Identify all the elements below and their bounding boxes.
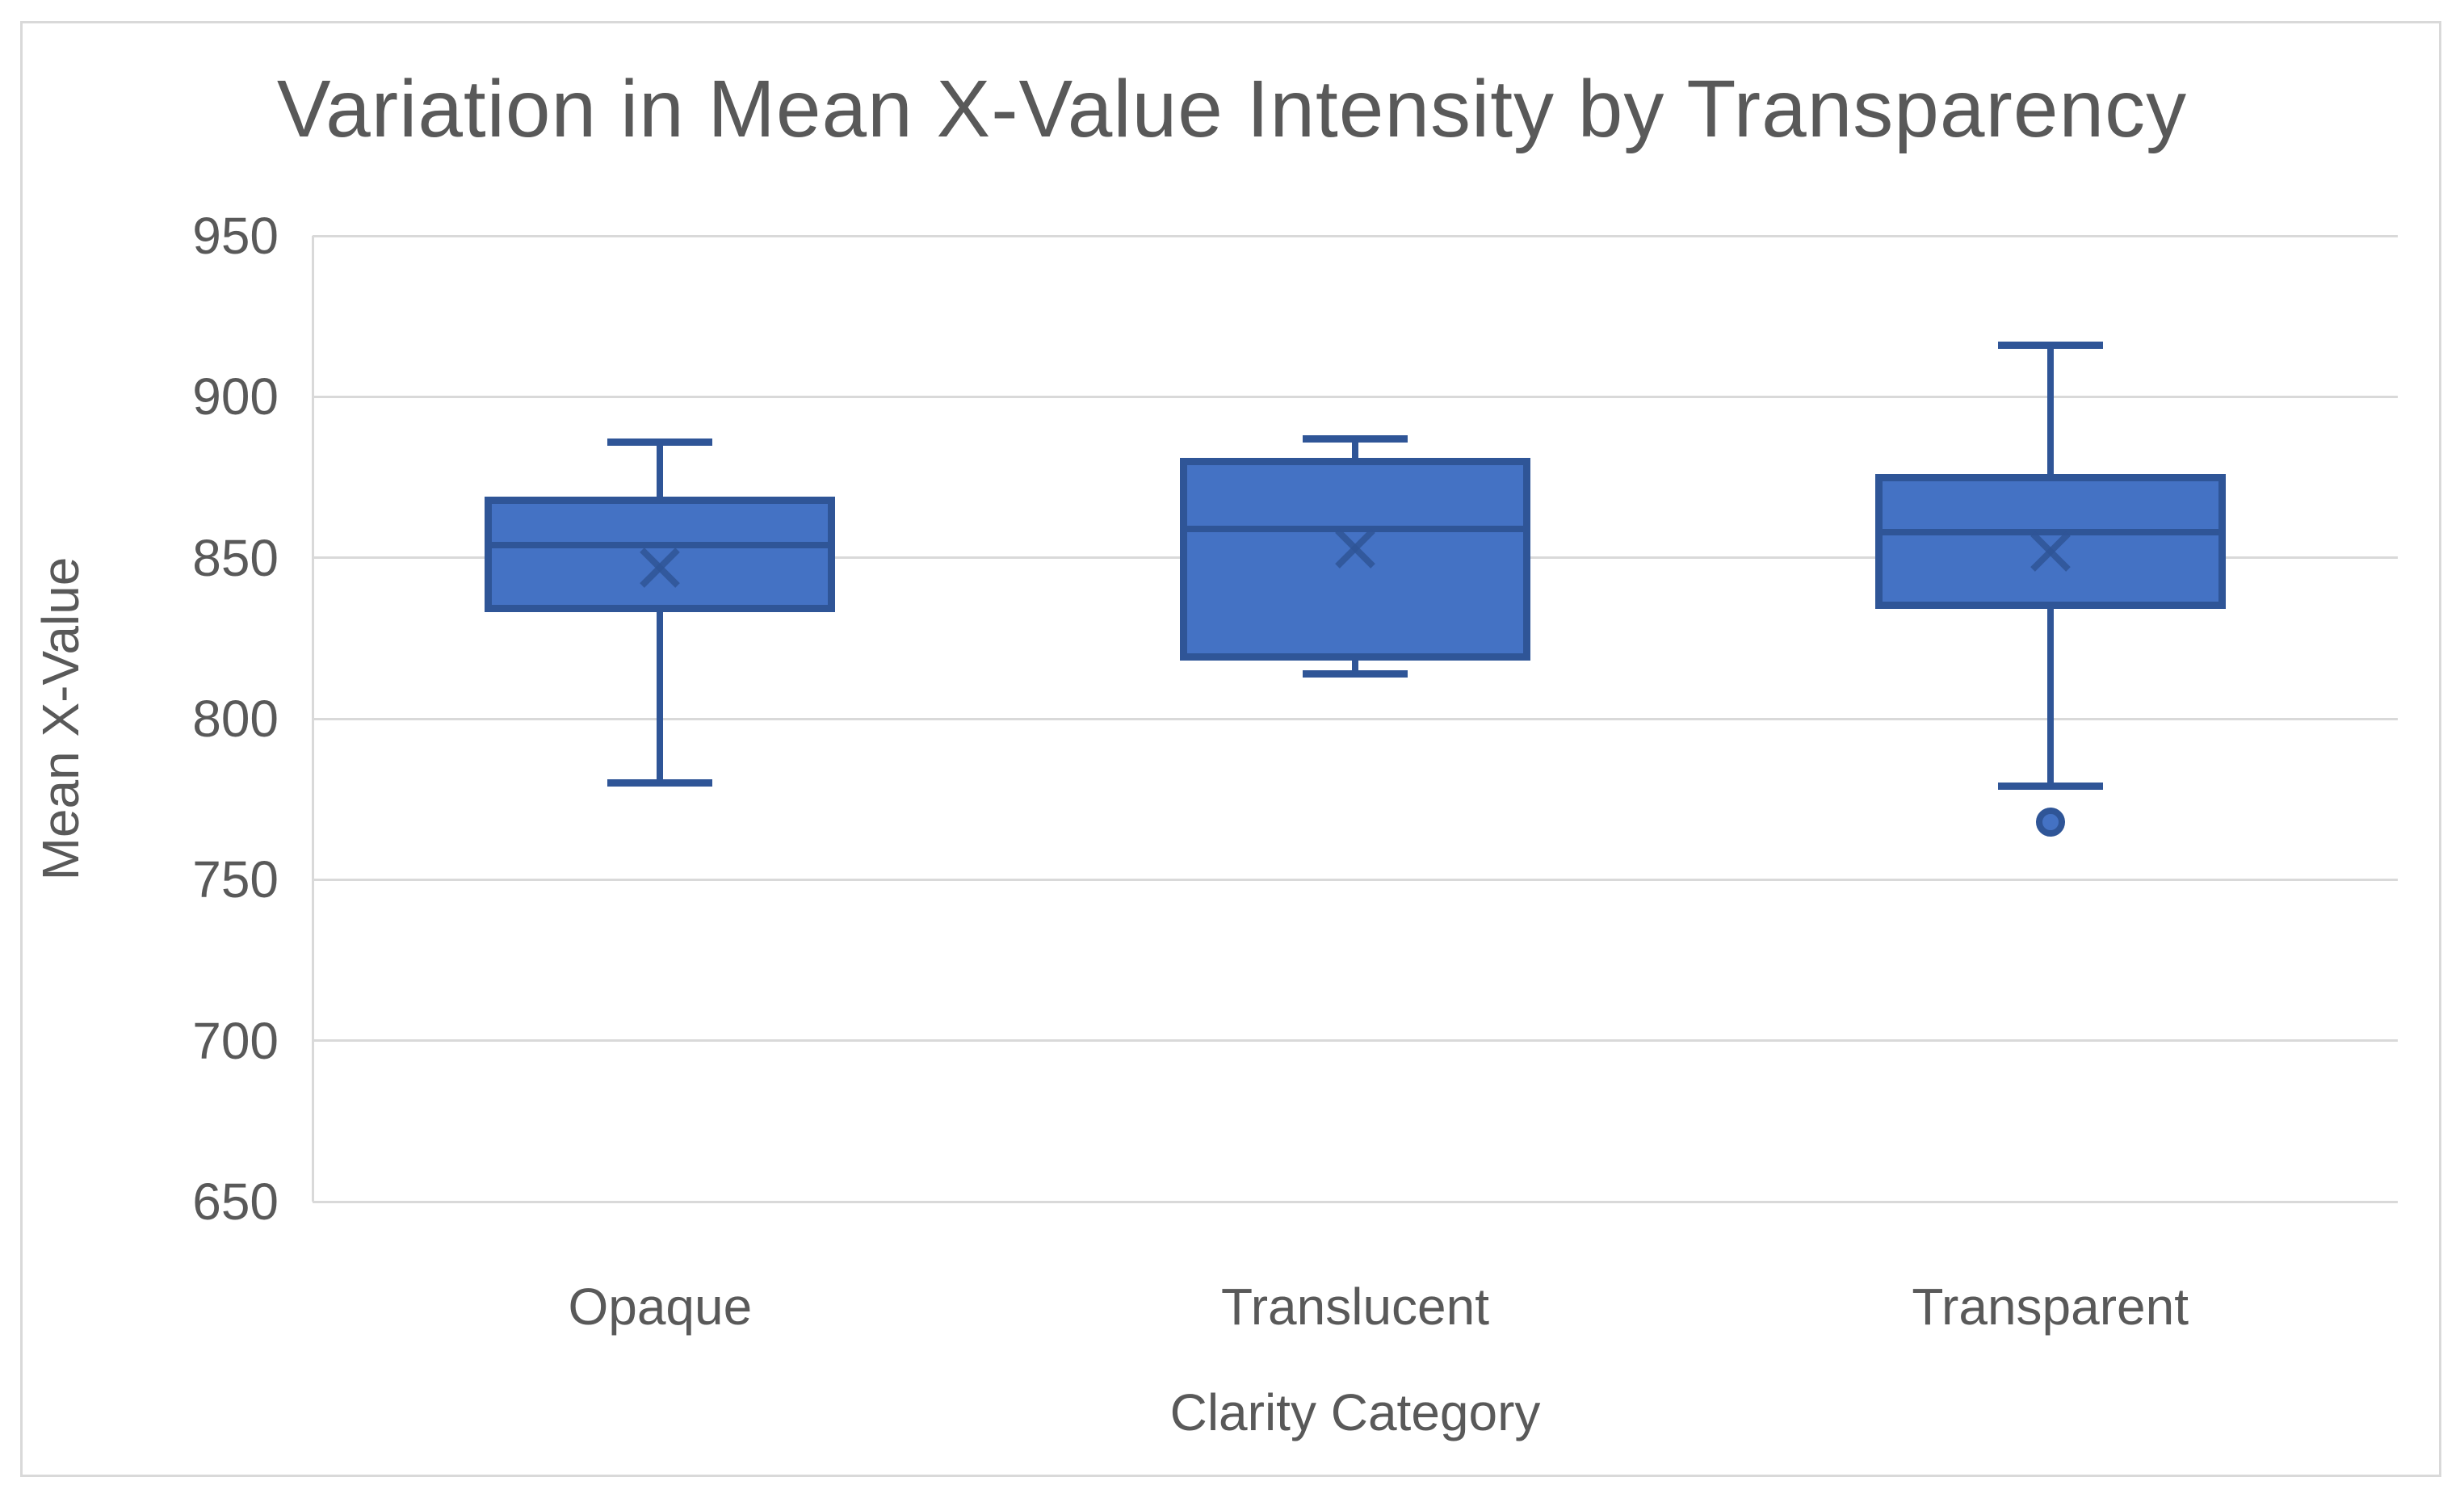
mean-marker-transparent [2028,529,2073,574]
median-line-transparent [1882,528,2218,535]
outlier-dot-transparent-0 [2035,807,2065,837]
median-line-opaque [492,541,829,548]
y-tick-label-900: 900 [192,367,279,426]
lower-whisker-translucent [1352,661,1358,674]
chart-border [20,21,2441,1477]
y-tick-label-850: 850 [192,528,279,587]
y-tick-label-650: 650 [192,1173,279,1231]
x-axis-label-translucent: Translucent [1221,1278,1489,1336]
y-axis-title: Mean X-Value [31,556,90,881]
mean-marker-translucent [1333,526,1378,571]
y-tick-label-800: 800 [192,690,279,748]
gridline-900 [313,395,2398,398]
upper-whisker-cap-opaque [607,438,713,446]
x-axis-label-transparent: Transparent [1912,1278,2189,1336]
lower-whisker-cap-translucent [1303,669,1408,678]
y-axis-line [311,236,314,1202]
gridline-950 [313,234,2398,237]
median-line-translucent [1187,525,1523,532]
chart-title: Variation in Mean X-Value Intensity by T… [276,64,2188,154]
upper-whisker-translucent [1352,438,1358,459]
box-transparent [1874,474,2226,610]
x-axis-title: Clarity Category [1169,1383,1541,1441]
box-opaque [485,496,836,613]
upper-whisker-cap-translucent [1303,434,1408,443]
lower-whisker-cap-transparent [1997,783,2103,791]
lower-whisker-opaque [657,612,664,783]
upper-whisker-cap-transparent [1997,342,2103,350]
x-axis-label-opaque: Opaque [568,1278,753,1336]
box-translucent [1180,458,1530,661]
lower-whisker-transparent [2046,609,2054,787]
y-tick-label-750: 750 [192,850,279,909]
gridline-700 [313,1039,2398,1043]
y-tick-label-950: 950 [192,207,279,265]
lower-whisker-cap-opaque [607,779,713,787]
gridline-650 [313,1200,2398,1203]
upper-whisker-opaque [657,442,664,497]
upper-whisker-transparent [2046,345,2054,474]
gridline-750 [313,878,2398,881]
gridline-800 [313,717,2398,720]
mean-marker-opaque [637,545,682,590]
y-tick-label-700: 700 [192,1011,279,1070]
